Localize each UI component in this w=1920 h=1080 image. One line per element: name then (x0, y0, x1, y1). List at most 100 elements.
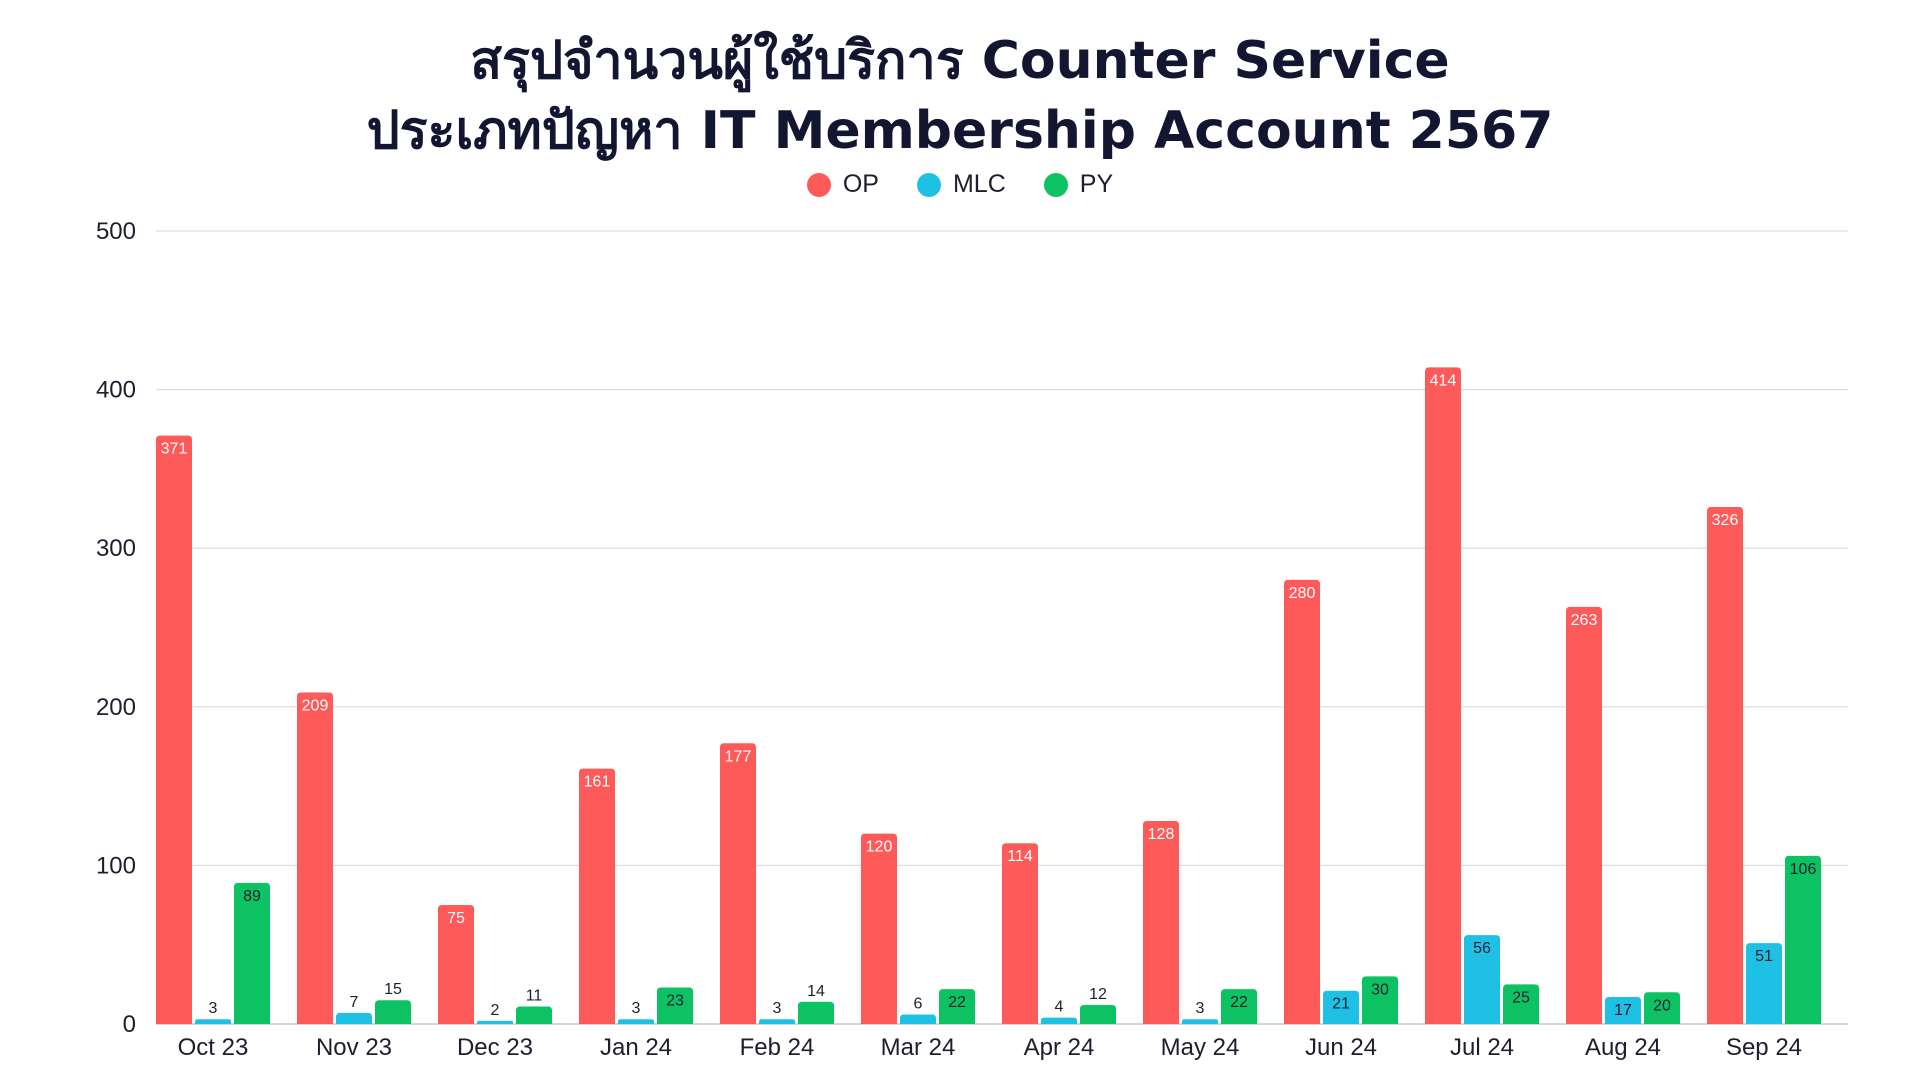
bar-mlc[interactable] (900, 1014, 936, 1024)
bar-mlc[interactable] (1746, 943, 1782, 1024)
data-label: 326 (1712, 512, 1739, 529)
bar-py[interactable] (1080, 1004, 1116, 1024)
data-label: 25 (1512, 989, 1530, 1006)
bar-op[interactable] (579, 768, 615, 1024)
x-tick-label: Feb 24 (740, 1034, 815, 1061)
data-label: 128 (1148, 826, 1175, 843)
bar-py[interactable] (939, 989, 975, 1024)
y-tick-label: 300 (96, 535, 136, 562)
x-tick-label: Aug 24 (1585, 1034, 1661, 1061)
bar-op[interactable] (1566, 606, 1602, 1024)
bar-py[interactable] (657, 987, 693, 1024)
bar-mlc[interactable] (195, 1019, 231, 1024)
y-tick-label: 500 (96, 218, 136, 245)
legend-item-mlc[interactable]: MLC (916, 170, 1006, 199)
x-tick-label: May 24 (1161, 1034, 1240, 1061)
data-label: 15 (384, 981, 402, 998)
y-tick-label: 100 (96, 852, 136, 879)
data-label: 6 (914, 995, 923, 1012)
chart-subtitle: ประเภทปัญหา IT Membership Account 2567 (366, 101, 1554, 161)
bar-mlc[interactable] (1464, 935, 1500, 1024)
data-label: 12 (1089, 986, 1107, 1003)
y-tick-label: 0 (123, 1011, 136, 1038)
data-label: 21 (1332, 996, 1350, 1013)
x-tick-label: Jun 24 (1305, 1034, 1377, 1061)
legend-label-op: OP (842, 170, 879, 198)
bar-op[interactable] (1143, 820, 1179, 1024)
bar-op[interactable] (1425, 367, 1461, 1024)
y-tick-label: 400 (96, 377, 136, 404)
bar-op[interactable] (861, 833, 897, 1024)
data-label: 75 (447, 910, 465, 927)
bar-mlc[interactable] (1182, 1019, 1218, 1024)
bar-mlc[interactable] (1605, 997, 1641, 1024)
data-label: 11 (526, 988, 543, 1005)
data-label: 20 (1653, 997, 1671, 1014)
bar-op[interactable] (438, 905, 474, 1024)
bar-op[interactable] (156, 435, 192, 1024)
data-label: 177 (725, 748, 752, 765)
data-label: 22 (948, 994, 966, 1011)
x-tick-label: Dec 23 (457, 1034, 533, 1061)
bar-mlc[interactable] (759, 1019, 795, 1024)
data-label: 106 (1790, 861, 1817, 878)
x-tick-label: Oct 23 (178, 1034, 249, 1061)
legend: OP MLC PY (0, 170, 1920, 199)
data-label: 30 (1371, 981, 1389, 998)
data-label: 3 (632, 1000, 641, 1017)
chart-title: สรุปจำนวนผู้ใช้บริการ Counter Service (470, 31, 1450, 91)
bar-py[interactable] (375, 1000, 411, 1024)
data-label: 161 (584, 774, 611, 791)
bar-op[interactable] (1707, 506, 1743, 1024)
x-tick-label: Apr 24 (1024, 1034, 1095, 1061)
data-label: 89 (243, 888, 261, 905)
data-label: 22 (1230, 994, 1248, 1011)
bar-op[interactable] (1002, 843, 1038, 1024)
legend-label-py: PY (1079, 170, 1114, 198)
bar-mlc[interactable] (618, 1019, 654, 1024)
bar-mlc[interactable] (336, 1012, 372, 1024)
y-tick-label: 200 (96, 694, 136, 721)
bar-op[interactable] (297, 692, 333, 1024)
legend-label-mlc: MLC (952, 170, 1006, 198)
data-label: 280 (1289, 585, 1316, 602)
bar-mlc[interactable] (1041, 1017, 1077, 1024)
data-label: 14 (807, 983, 825, 1000)
data-label: 4 (1055, 999, 1064, 1016)
data-label: 3 (1196, 1000, 1205, 1017)
x-tick-label: Jan 24 (600, 1034, 672, 1061)
data-label: 7 (350, 994, 359, 1011)
legend-item-op[interactable]: OP (806, 170, 879, 199)
bar-py[interactable] (1362, 976, 1398, 1024)
legend-swatch-op (806, 172, 831, 197)
bar-py[interactable] (516, 1006, 552, 1024)
bar-op[interactable] (720, 743, 756, 1024)
data-label: 56 (1473, 940, 1491, 957)
bar-mlc[interactable] (477, 1020, 513, 1024)
legend-swatch-mlc (916, 172, 941, 197)
data-label: 3 (209, 1000, 218, 1017)
data-label: 209 (302, 698, 329, 715)
x-tick-label: Nov 23 (316, 1034, 392, 1061)
data-label: 414 (1430, 372, 1457, 389)
legend-swatch-py (1043, 172, 1068, 197)
data-label: 51 (1755, 948, 1773, 965)
bar-py[interactable] (1221, 989, 1257, 1024)
x-tick-label: Sep 24 (1726, 1034, 1802, 1061)
data-label: 371 (161, 441, 188, 458)
bar-py[interactable] (1503, 984, 1539, 1024)
bar-op[interactable] (1284, 579, 1320, 1024)
bar-mlc[interactable] (1323, 990, 1359, 1024)
data-label: 114 (1007, 848, 1033, 865)
legend-item-py[interactable]: PY (1043, 170, 1114, 199)
bar-py[interactable] (1785, 855, 1821, 1024)
data-label: 23 (666, 993, 684, 1010)
bar-py[interactable] (798, 1001, 834, 1024)
bar-py[interactable] (1644, 992, 1680, 1024)
data-label: 3 (773, 1000, 782, 1017)
data-label: 2 (491, 1002, 500, 1019)
data-label: 17 (1614, 1002, 1632, 1019)
bar-py[interactable] (234, 882, 270, 1024)
